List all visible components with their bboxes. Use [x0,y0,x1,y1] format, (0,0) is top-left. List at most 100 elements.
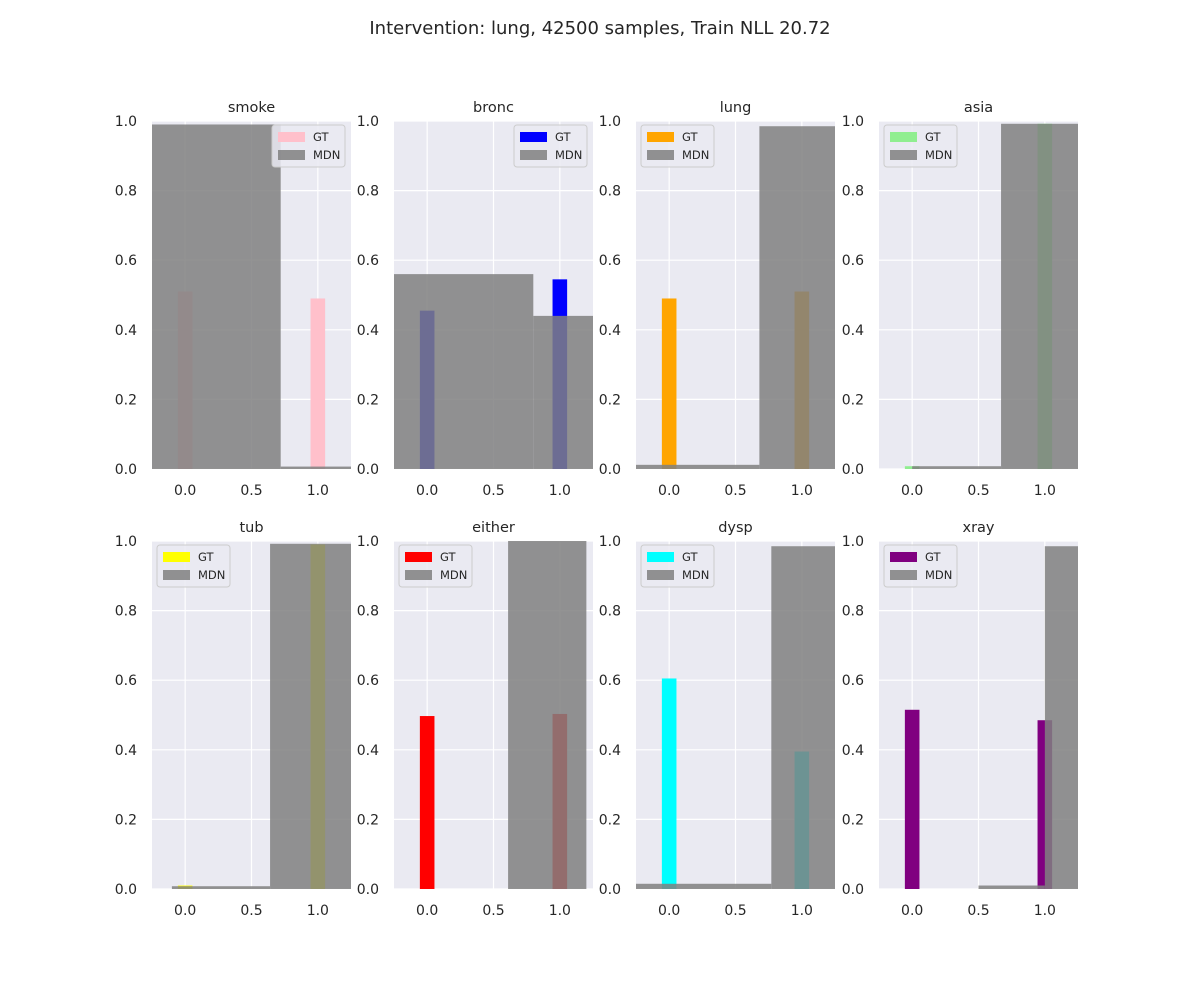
y-tick-label: 0.0 [842,882,864,898]
x-tick-label: 0.5 [240,903,262,919]
legend-swatch-gt [890,552,917,562]
x-tick-label: 0.0 [658,483,680,499]
legend-label-gt: GT [440,550,457,564]
mdn-bar [152,124,281,469]
mdn-bar [508,541,587,889]
x-tick-label: 1.0 [307,903,329,919]
y-tick-label: 0.8 [115,184,137,200]
gt-bar [310,298,326,469]
x-tick-label: 0.5 [240,483,262,499]
x-tick-label: 0.0 [174,483,196,499]
legend: GT MDN [883,124,958,168]
legend-label-mdn: MDN [313,148,340,162]
y-tick-label: 0.0 [842,462,864,478]
y-tick-label: 0.8 [842,604,864,620]
legend-swatch-mdn [520,150,547,160]
y-tick-label: 0.4 [357,323,379,339]
y-tick-label: 0.8 [599,604,621,620]
mdn-bar [978,885,1045,889]
legend-swatch-gt [405,552,432,562]
x-tick-label: 0.5 [967,903,989,919]
x-tick-label: 1.0 [307,483,329,499]
y-tick-label: 1.0 [115,534,137,550]
x-tick-label: 1.0 [1034,903,1056,919]
legend-swatch-mdn [890,150,917,160]
legend: GT MDN [156,544,231,588]
gt-bar [904,709,920,889]
figure-title: Intervention: lung, 42500 samples, Train… [369,18,830,39]
legend-label-gt: GT [555,130,572,144]
mdn-bar [636,883,772,889]
y-tick-label: 0.2 [842,812,864,828]
subplot-bronc: bronc 0.0 0.2 0.4 0.6 0.8 1.0 0.0 0.5 1.0 GT MDN [357,100,593,499]
legend: GT MDN [513,124,588,168]
y-tick-label: 0.0 [115,882,137,898]
y-tick-label: 0.4 [842,743,864,759]
y-tick-label: 0.4 [357,743,379,759]
legend-label-gt: GT [313,130,330,144]
subplot-lung: lung 0.0 0.2 0.4 0.6 0.8 1.0 0.0 0.5 1.0 GT MDN [599,100,835,499]
mdn-bar [1001,123,1078,469]
x-tick-label: 1.0 [1034,483,1056,499]
mdn-bar [171,886,271,889]
legend-label-gt: GT [925,130,942,144]
legend: GT MDN [883,544,958,588]
legend-label-mdn: MDN [925,568,952,582]
legend-swatch-gt [647,552,674,562]
subplot-title: asia [964,100,993,116]
x-tick-label: 0.0 [416,903,438,919]
y-tick-label: 1.0 [599,534,621,550]
y-tick-label: 1.0 [842,534,864,550]
legend-swatch-gt [520,132,547,142]
y-tick-label: 0.6 [357,673,379,689]
subplot-title: tub [239,520,263,536]
legend: GT MDN [640,124,715,168]
legend-label-gt: GT [682,550,699,564]
gt-bar [904,466,920,469]
x-tick-label: 1.0 [549,483,571,499]
y-tick-label: 1.0 [115,114,137,130]
y-tick-label: 1.0 [357,114,379,130]
x-tick-label: 1.0 [791,483,813,499]
x-tick-label: 0.5 [967,483,989,499]
y-tick-label: 0.2 [357,812,379,828]
y-tick-label: 0.8 [357,184,379,200]
legend-swatch-mdn [163,570,190,580]
mdn-bar [270,543,351,889]
legend-swatch-gt [163,552,190,562]
y-tick-label: 0.2 [842,392,864,408]
x-tick-label: 1.0 [791,903,813,919]
y-tick-label: 0.4 [599,743,621,759]
subplot-title: lung [720,100,752,116]
x-tick-label: 0.0 [416,483,438,499]
subplot-dysp: dysp 0.0 0.2 0.4 0.6 0.8 1.0 0.0 0.5 1.0 GT MDN [599,520,835,919]
subplot-title: either [472,520,515,536]
subplot-xray: xray 0.0 0.2 0.4 0.6 0.8 1.0 0.0 0.5 1.0 GT MDN [842,520,1078,919]
legend-label-gt: GT [682,130,699,144]
legend-label-mdn: MDN [682,568,709,582]
mdn-bar [1044,546,1078,889]
legend-swatch-gt [890,132,917,142]
y-tick-label: 1.0 [357,534,379,550]
x-tick-label: 0.5 [724,903,746,919]
mdn-bar [771,546,835,889]
subplot-title: xray [962,520,994,536]
x-tick-label: 0.5 [482,903,504,919]
y-tick-label: 0.8 [357,604,379,620]
legend-swatch-gt [278,132,305,142]
y-tick-label: 0.6 [842,253,864,269]
y-tick-label: 0.4 [599,323,621,339]
legend-label-mdn: MDN [440,568,467,582]
legend-swatch-mdn [647,150,674,160]
y-tick-label: 0.0 [599,882,621,898]
legend-label-mdn: MDN [925,148,952,162]
mdn-bar [280,466,351,469]
x-tick-label: 0.5 [724,483,746,499]
y-tick-label: 0.0 [357,462,379,478]
subplot-title: smoke [228,100,275,116]
x-tick-label: 0.5 [482,483,504,499]
gt-bar [419,716,435,889]
y-tick-label: 0.6 [115,253,137,269]
subplot-title: dysp [718,520,753,536]
